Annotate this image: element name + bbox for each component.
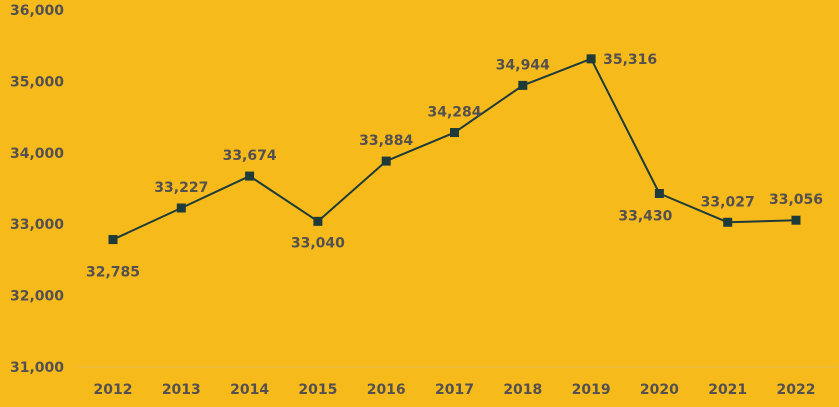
series-markers	[108, 54, 801, 245]
x-tick-label: 2014	[230, 382, 269, 398]
y-tick-label: 35,000	[10, 74, 64, 90]
data-label: 34,284	[427, 105, 481, 121]
data-labels: 32,785 33,227 33,674 33,040 33,884 34,284 34,9…	[86, 52, 823, 281]
x-tick-label: 2017	[435, 382, 474, 398]
data-label: 33,027	[701, 194, 755, 210]
y-tick-label: 36,000	[10, 3, 64, 19]
data-label: 33,884	[359, 133, 413, 149]
y-tick-label: 33,000	[10, 217, 64, 233]
data-label: 33,430	[618, 208, 672, 224]
data-point-marker	[654, 188, 664, 198]
data-label: 33,674	[223, 148, 277, 164]
x-tick-label: 2013	[162, 382, 201, 398]
data-point-marker	[108, 235, 118, 245]
data-label: 34,944	[496, 57, 550, 73]
y-tick-label: 32,000	[10, 289, 64, 305]
data-point-marker	[245, 171, 255, 181]
x-tick-label: 2021	[708, 382, 747, 398]
data-label: 33,227	[154, 180, 208, 196]
y-tick-label: 31,000	[10, 360, 64, 376]
x-tick-label: 2012	[94, 382, 133, 398]
y-tick-label: 34,000	[10, 146, 64, 162]
series-line	[112, 57, 797, 241]
x-tick-label: 2022	[777, 382, 816, 398]
data-point-marker	[313, 216, 323, 226]
x-tick-label: 2018	[503, 382, 542, 398]
y-axis-ticks: 31,000 32,000 33,000 34,000 35,000 36,000	[10, 3, 64, 376]
data-point-marker	[176, 203, 186, 213]
data-point-marker	[723, 217, 733, 227]
x-tick-label: 2020	[640, 382, 679, 398]
data-label: 35,316	[603, 52, 657, 68]
data-label: 33,040	[291, 235, 345, 251]
data-point-marker	[381, 156, 391, 166]
x-axis-ticks: 2012 2013 2014 2015 2016 2017 2018 2019 2020 2021…	[94, 382, 816, 398]
x-tick-label: 2019	[572, 382, 611, 398]
x-tick-label: 2015	[298, 382, 337, 398]
data-point-marker	[791, 215, 801, 225]
data-point-marker	[450, 128, 459, 138]
data-label: 32,785	[86, 265, 140, 281]
data-point-marker	[586, 54, 596, 64]
data-label: 33,056	[769, 192, 823, 208]
data-point-marker	[518, 80, 528, 90]
x-tick-label: 2016	[367, 382, 406, 398]
